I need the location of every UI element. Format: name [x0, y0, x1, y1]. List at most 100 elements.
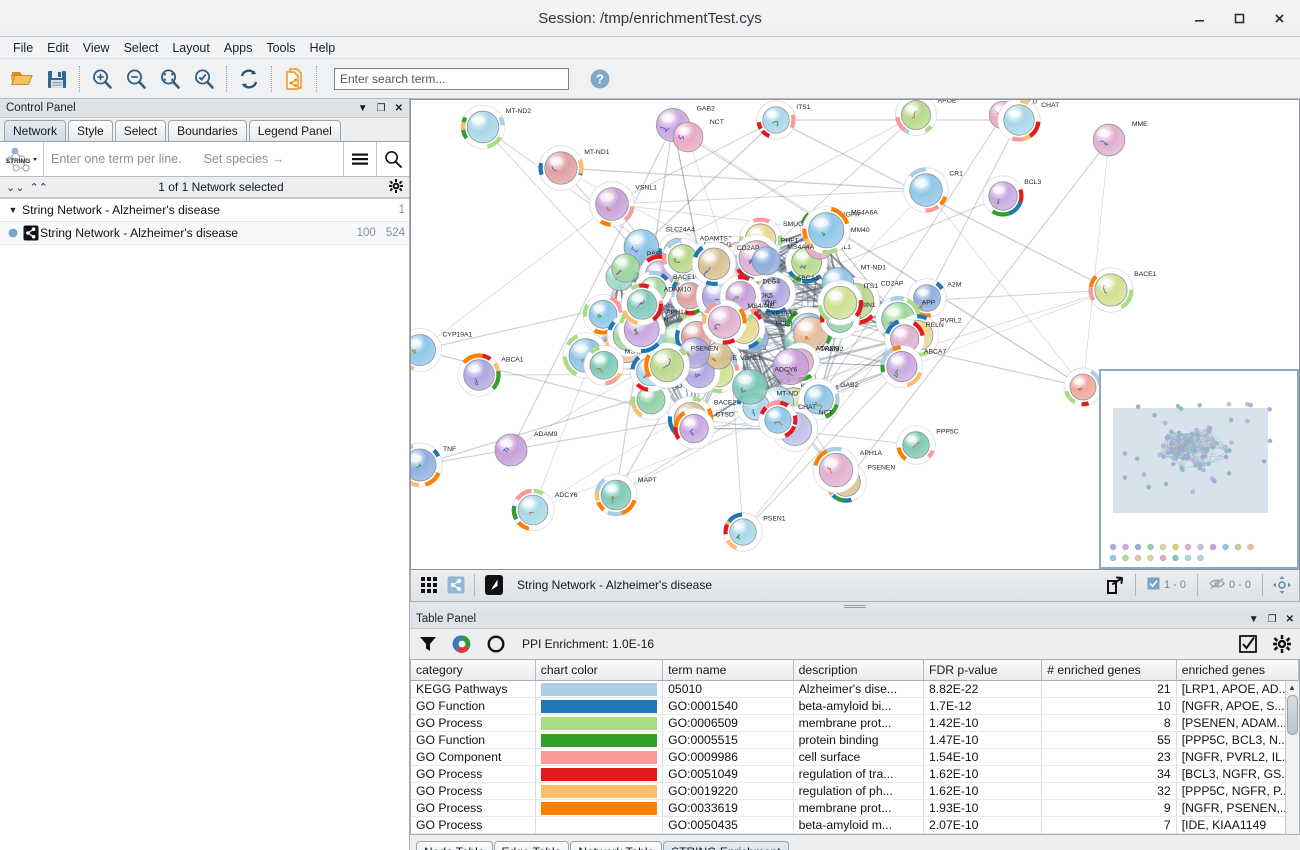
close-icon[interactable] [1266, 7, 1292, 29]
network-node[interactable]: ABCA1 [457, 353, 524, 397]
node-sphere[interactable] [517, 494, 549, 526]
scrollbar-thumb[interactable] [1287, 695, 1298, 735]
table-row[interactable]: KEGG Pathways 05010 Alzheimer's dise... 8.8… [411, 680, 1299, 698]
refresh-icon[interactable] [232, 62, 266, 96]
donut-chart-icon[interactable] [450, 632, 474, 656]
search-input[interactable] [334, 67, 569, 90]
table-row[interactable]: GO Process GO:0051049 regulation of tra...… [411, 765, 1299, 783]
node-sphere[interactable] [611, 253, 641, 283]
node-sphere[interactable] [808, 212, 845, 249]
tab-legend-panel[interactable]: Legend Panel [248, 120, 341, 141]
network-node[interactable]: IL1B [1063, 367, 1117, 407]
chevron-double-up-icon[interactable]: ⌃⌃ [29, 181, 48, 194]
col-category[interactable]: category [411, 660, 536, 681]
close-icon[interactable]: ✕ [1285, 613, 1294, 625]
zoom-out-icon[interactable] [119, 62, 153, 96]
network-node[interactable]: PSENEN [644, 342, 719, 389]
network-node[interactable]: GAB2 [797, 378, 859, 421]
network-node[interactable]: ITS1 [817, 279, 879, 326]
node-sphere[interactable] [589, 350, 619, 380]
node-sphere[interactable] [886, 351, 918, 383]
network-node[interactable]: ADCY6 [732, 366, 798, 405]
network-node[interactable]: VSNL1 [589, 181, 658, 227]
enrichment-table-container[interactable]: category chart color term name descripti… [410, 659, 1300, 835]
network-node[interactable]: BACE1 [1088, 267, 1157, 313]
tab-select[interactable]: Select [114, 120, 167, 141]
chevron-double-down-icon[interactable]: ⌄⌄ [6, 181, 25, 194]
network-node[interactable]: ABCA1 [753, 271, 819, 315]
node-sphere[interactable] [823, 285, 858, 320]
table-row[interactable]: GO Process GO:0033619 membrane prot... 1.93… [411, 799, 1299, 817]
network-node[interactable]: MAPT [594, 473, 657, 517]
network-node[interactable]: ADCY6 [511, 488, 578, 532]
menu-file[interactable]: File [13, 40, 34, 55]
network-node[interactable]: ABCA7 [880, 345, 947, 389]
tree-row-root[interactable]: ▼ String Network - Alzheimer's disease 1 [0, 199, 409, 222]
network-view-canvas[interactable]: MT-ND2MT-ND1VSNL1GAB2ITS1CLUMMENCTAPOECH… [410, 99, 1300, 570]
navigator-viewport-rect[interactable] [1113, 407, 1268, 513]
node-sphere[interactable] [1092, 123, 1126, 157]
panel-split-handle[interactable] [410, 602, 1300, 610]
network-node[interactable]: MS4A6A [802, 206, 879, 255]
node-sphere[interactable] [818, 452, 854, 488]
checkbox-checked-icon[interactable] [1236, 632, 1260, 656]
menu-tools[interactable]: Tools [266, 40, 296, 55]
export-image-icon[interactable] [1103, 573, 1130, 598]
table-row[interactable]: GO Process GO:0050435 beta-amyloid m... 2.0… [411, 816, 1299, 834]
col-enriched-count[interactable]: # enriched genes [1041, 660, 1177, 681]
menu-help[interactable]: Help [309, 40, 336, 55]
birds-eye-navigator[interactable] [1099, 368, 1299, 569]
menu-edit[interactable]: Edit [47, 40, 69, 55]
tab-network[interactable]: Network [4, 120, 67, 141]
network-node[interactable]: CHAT [758, 400, 816, 440]
network-node[interactable]: TNF [411, 442, 456, 488]
network-node[interactable]: CYP19A1 [411, 328, 473, 372]
table-row[interactable]: GO Function GO:0005515 protein binding 1.47… [411, 731, 1299, 749]
tree-row-network[interactable]: String Network - Alzheimer's disease 100… [0, 222, 409, 245]
node-sphere[interactable] [1069, 373, 1097, 401]
node-sphere[interactable] [595, 187, 629, 221]
scroll-up-arrow[interactable]: ▲ [1288, 683, 1296, 692]
network-graph[interactable]: MT-ND2MT-ND1VSNL1GAB2ITS1CLUMMENCTAPOECH… [411, 100, 1297, 570]
zoom-fit-icon[interactable] [153, 62, 187, 96]
node-sphere[interactable] [988, 181, 1018, 211]
maximize-icon[interactable] [1226, 7, 1252, 29]
ring-chart-icon[interactable] [484, 632, 508, 656]
node-sphere[interactable] [600, 479, 632, 511]
col-chart-color[interactable]: chart color [535, 660, 664, 681]
network-node[interactable]: MME [1092, 121, 1148, 157]
tab-edge-table[interactable]: Edge Table [493, 841, 570, 850]
node-sphere[interactable] [764, 406, 792, 434]
chevron-down-icon[interactable]: ▼ [1248, 613, 1259, 625]
network-node[interactable]: MS4A4E [701, 299, 775, 345]
node-sphere[interactable] [494, 433, 528, 467]
set-species-link[interactable]: Set species → [203, 152, 285, 166]
export-network-icon[interactable] [277, 62, 311, 96]
col-term-name[interactable]: term name [662, 660, 794, 681]
table-row[interactable]: GO Component GO:0009986 cell surface 1.54E-… [411, 748, 1299, 766]
table-vertical-scrollbar[interactable]: ▲ [1285, 681, 1299, 834]
network-node[interactable]: ITS1 [756, 100, 811, 140]
chevron-down-icon[interactable]: ▼ [357, 102, 368, 114]
node-sphere[interactable] [697, 247, 731, 281]
table-row[interactable]: GO Process GO:0006509 membrane prot... 1.42… [411, 714, 1299, 732]
network-node[interactable]: BCL3 [982, 175, 1042, 217]
filter-funnel-icon[interactable] [416, 632, 440, 656]
col-enriched-genes[interactable]: enriched genes [1176, 660, 1299, 681]
network-node[interactable]: APH1A [812, 446, 883, 494]
minimize-icon[interactable] [1186, 7, 1212, 29]
float-panel-icon[interactable]: ❐ [376, 102, 386, 114]
network-node[interactable]: CR1 [903, 167, 963, 213]
help-icon[interactable]: ? [583, 62, 617, 96]
network-node[interactable]: PSEN1 [611, 251, 670, 283]
node-sphere[interactable] [751, 246, 781, 276]
network-node[interactable]: ADAM10 [620, 283, 691, 326]
node-sphere[interactable] [626, 289, 658, 320]
open-session-icon[interactable] [6, 62, 40, 96]
menu-layout[interactable]: Layout [172, 40, 210, 55]
select-mode-icon[interactable] [480, 573, 507, 598]
close-icon[interactable]: ✕ [394, 102, 403, 114]
network-node[interactable]: CHAT [997, 100, 1059, 142]
zoom-in-icon[interactable] [85, 62, 119, 96]
tab-network-table[interactable]: Network Table [570, 841, 663, 850]
